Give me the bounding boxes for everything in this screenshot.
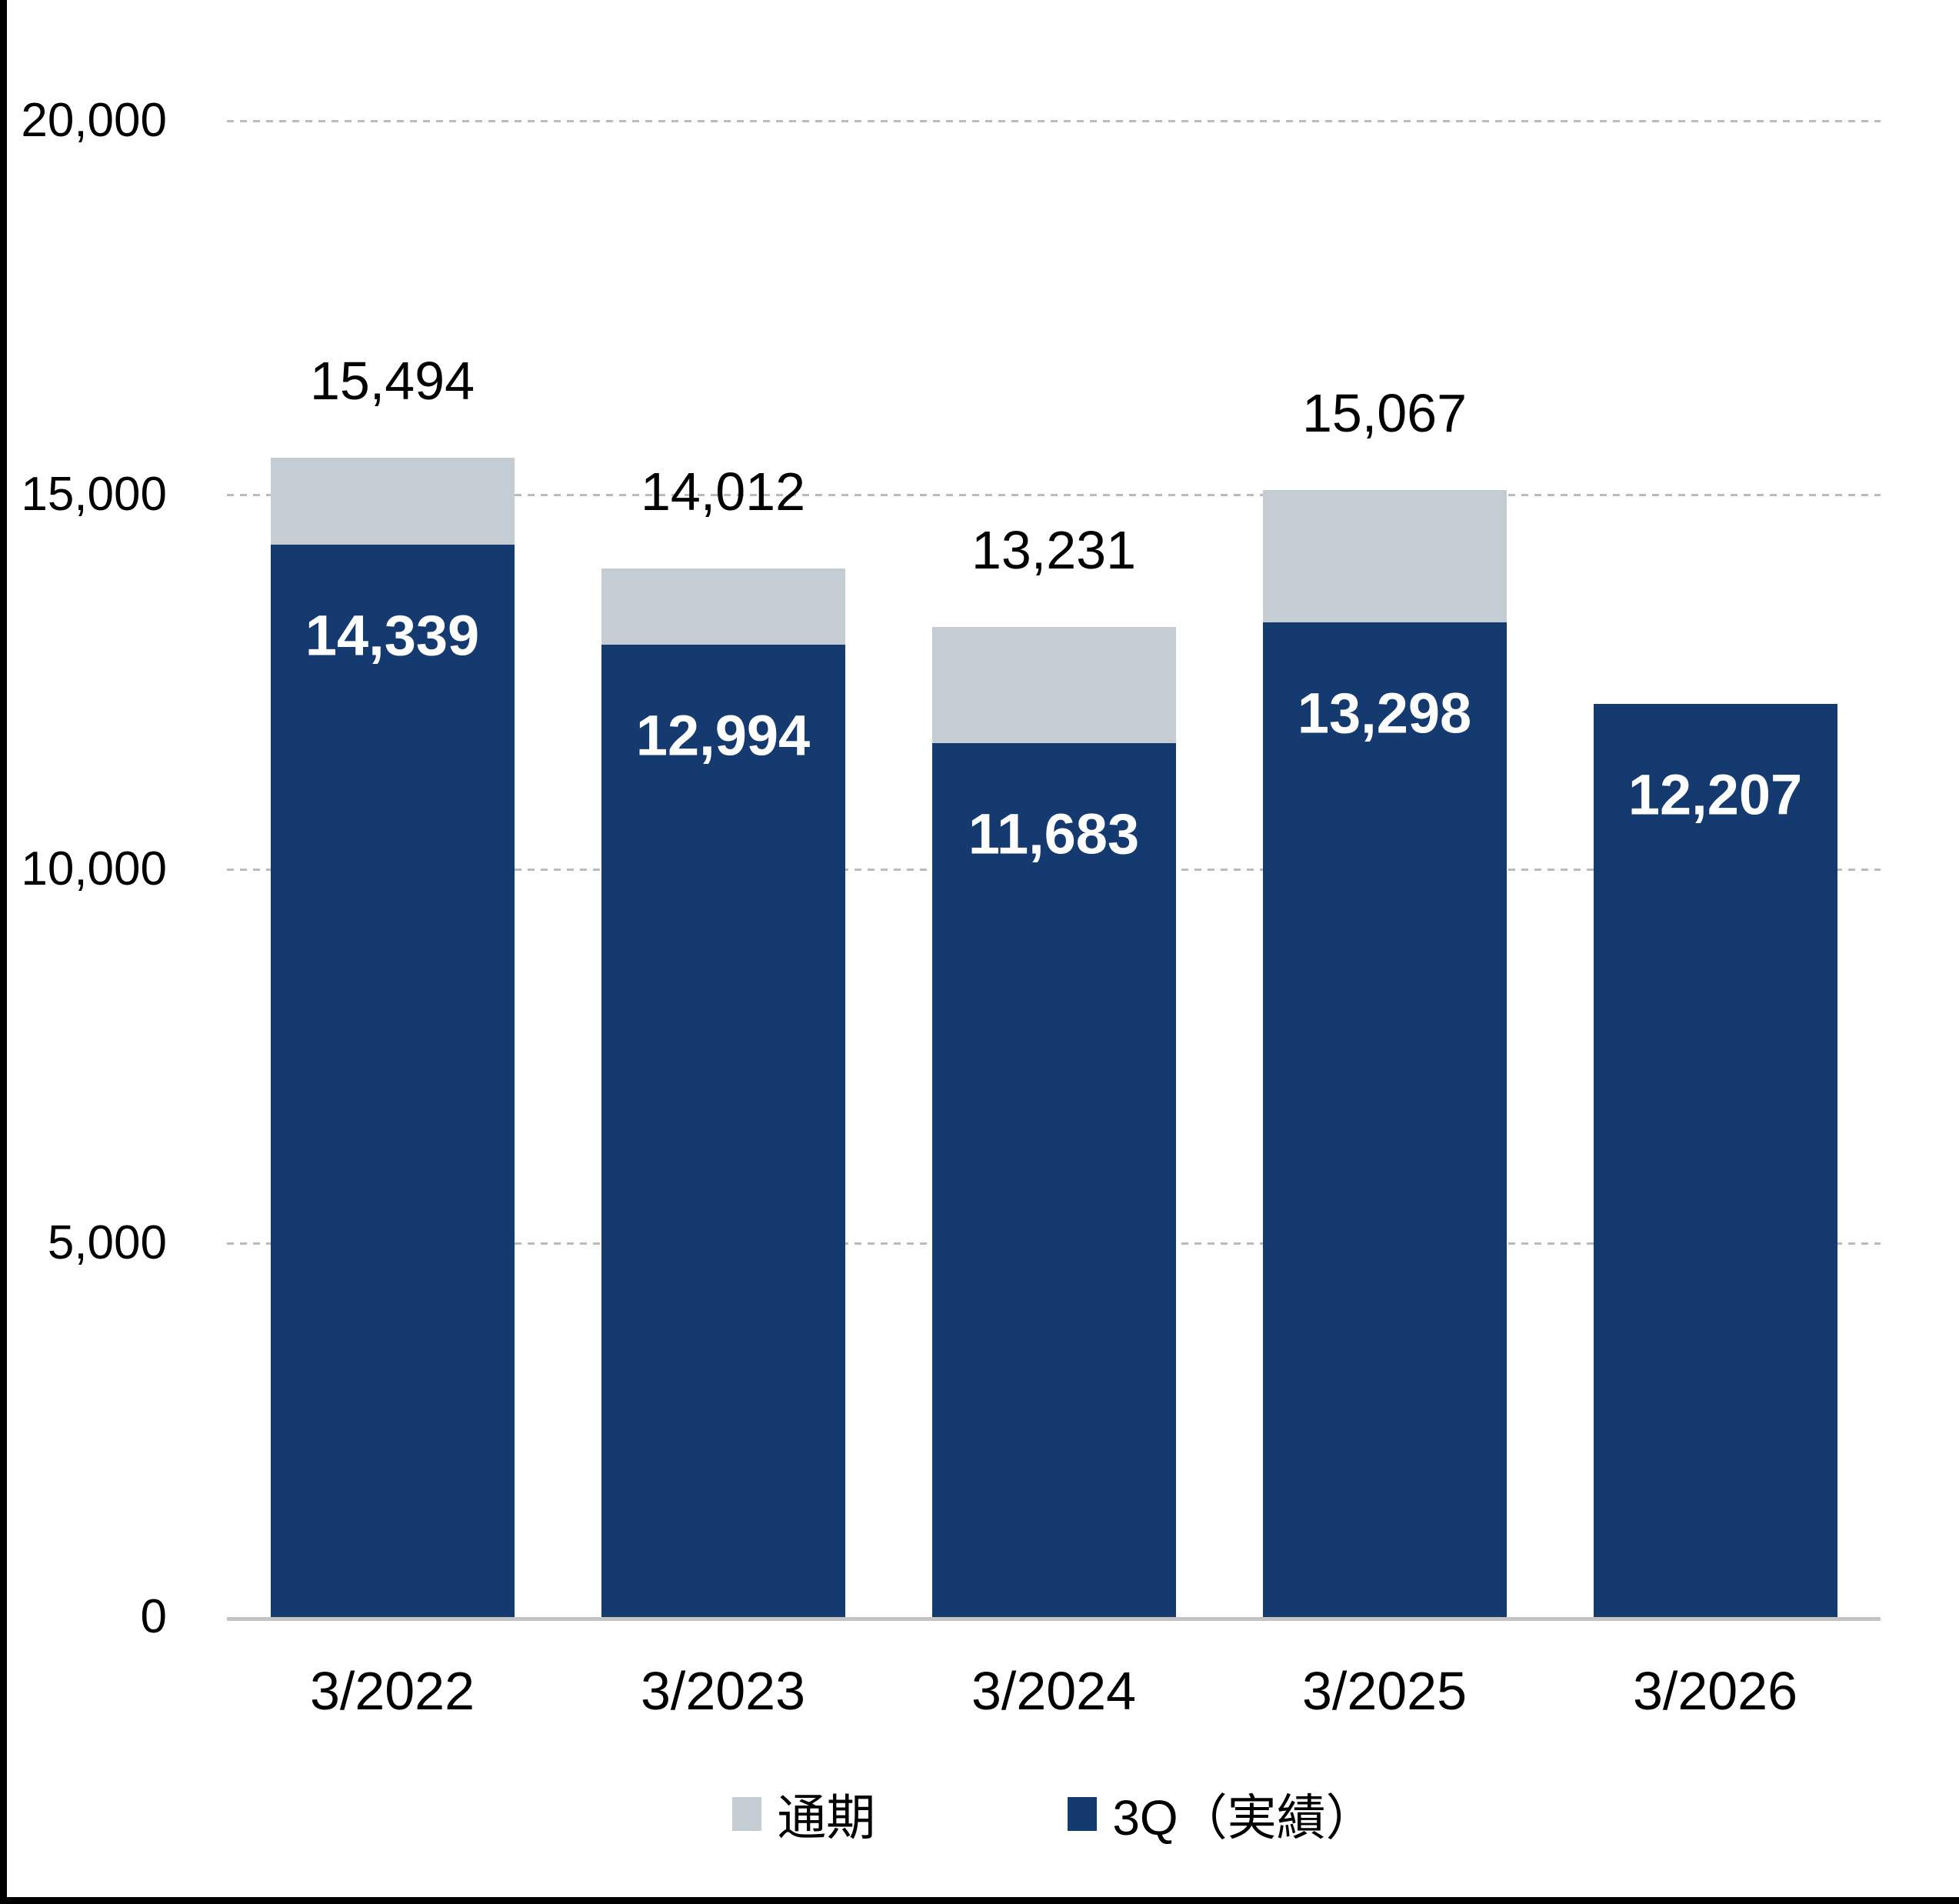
- y-axis-tick-label-0: 0: [140, 1590, 167, 1643]
- bar-3q-value-label-4: 12,207: [1628, 762, 1803, 827]
- bar-total-label-0: 15,494: [309, 351, 475, 412]
- page-bottom-border: [0, 1897, 1959, 1904]
- x-axis-label-1: 3/2023: [640, 1661, 806, 1721]
- bar-3q-segment-2: [931, 742, 1176, 1617]
- bar-3q-segment-4: [1593, 703, 1837, 1617]
- bar-full-year-cap-1: [601, 569, 845, 645]
- bar-3q-segment-1: [601, 645, 845, 1617]
- bar-total-label-2: 13,231: [971, 520, 1137, 581]
- y-axis-tick-label-5000: 5,000: [47, 1215, 167, 1269]
- chart-legend: 通期 3Q（実績）: [227, 1777, 1881, 1850]
- legend-item-full-year: 通期: [732, 1779, 875, 1849]
- legend-label-3q-actual: 3Q（実績）: [1112, 1789, 1375, 1846]
- y-axis-tick-label-20000: 20,000: [21, 94, 167, 147]
- bar-total-label-1: 14,012: [640, 462, 806, 522]
- bar-full-year-cap-2: [931, 627, 1176, 743]
- bar-3q-value-label-2: 11,683: [968, 802, 1140, 866]
- legend-item-3q-actual: 3Q（実績）: [1068, 1779, 1375, 1849]
- bar-full-year-cap-3: [1262, 489, 1507, 622]
- x-axis-label-4: 3/2026: [1632, 1661, 1798, 1721]
- page-left-border: [0, 0, 7, 1904]
- bar-3q-value-label-1: 12,994: [635, 703, 811, 768]
- bar-3q-value-label-3: 13,298: [1297, 681, 1472, 745]
- x-axis-label-3: 3/2025: [1301, 1661, 1468, 1721]
- gridline-15000: [227, 494, 1881, 497]
- x-axis-label-0: 3/2022: [309, 1661, 475, 1721]
- bar-3q-segment-0: [270, 544, 515, 1617]
- bar-total-label-3: 15,067: [1301, 382, 1468, 443]
- legend-swatch-full-year: [732, 1796, 762, 1831]
- bar-full-year-cap-0: [270, 458, 515, 545]
- x-axis-label-2: 3/2024: [971, 1661, 1137, 1721]
- y-axis-tick-label-10000: 10,000: [21, 842, 167, 895]
- y-axis-tick-label-15000: 15,000: [21, 468, 167, 522]
- gridline-20000: [227, 120, 1881, 122]
- legend-swatch-3q-actual: [1068, 1796, 1098, 1831]
- bar-3q-segment-3: [1262, 622, 1507, 1617]
- x-axis-line: [227, 1617, 1881, 1621]
- bar-3q-value-label-0: 14,339: [305, 603, 480, 668]
- legend-label-full-year: 通期: [777, 1789, 876, 1846]
